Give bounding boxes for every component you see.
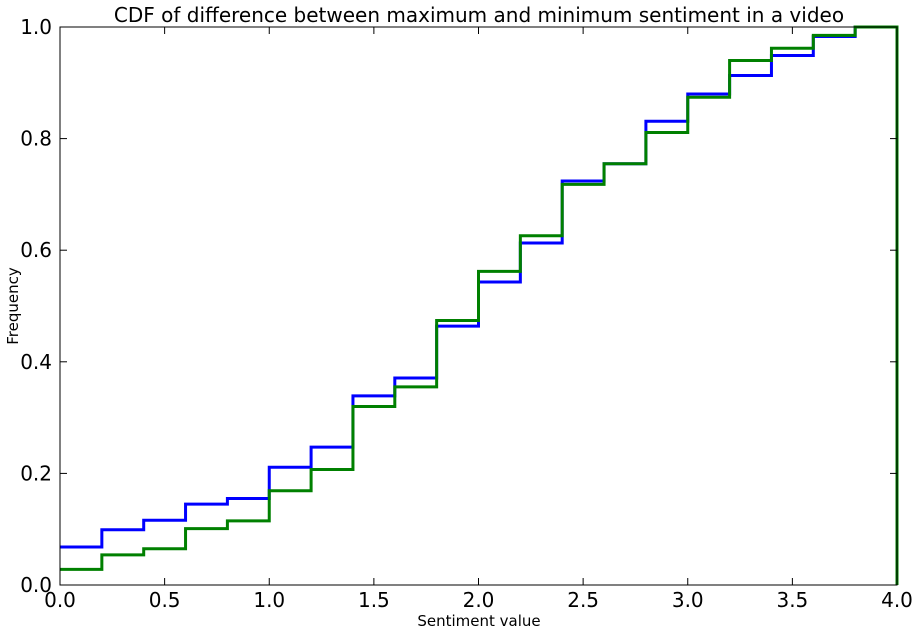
y-tick-label: 0.8 [20, 127, 52, 151]
y-tick-label: 0.6 [20, 238, 52, 262]
x-tick-label: 0.5 [149, 588, 181, 612]
series-2-step-line [60, 25, 899, 585]
x-tick-label: 3.5 [776, 588, 808, 612]
x-tick-label: 1.0 [253, 588, 285, 612]
x-axis-label: Sentiment value [417, 612, 540, 630]
x-tick-labels: 0.0 0.5 1.0 1.5 2.0 2.5 3.0 3.5 4.0 [44, 588, 913, 612]
y-tick-labels: 0.0 0.2 0.4 0.6 0.8 1.0 [20, 15, 52, 597]
x-tick-label: 2.0 [463, 588, 495, 612]
x-tick-label: 2.5 [567, 588, 599, 612]
x-tick-label: 4.0 [881, 588, 913, 612]
series-layer [60, 25, 899, 585]
y-tick-label: 1.0 [20, 15, 52, 39]
x-tick-label: 3.0 [672, 588, 704, 612]
y-tick-label: 0.0 [20, 573, 52, 597]
y-tick-label: 0.2 [20, 461, 52, 485]
ticks-layer [59, 26, 898, 586]
chart-title: CDF of difference between maximum and mi… [114, 3, 844, 27]
y-tick-label: 0.4 [20, 350, 52, 374]
y-axis-label: Frequency [4, 267, 22, 345]
x-tick-label: 0.0 [44, 588, 76, 612]
x-tick-label: 1.5 [358, 588, 390, 612]
